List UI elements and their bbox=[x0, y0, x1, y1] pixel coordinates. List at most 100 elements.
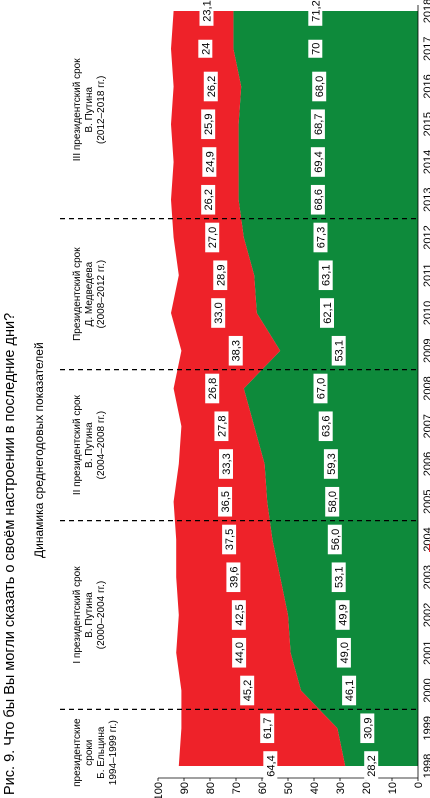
data-label-stress-text: 26,8 bbox=[207, 378, 219, 399]
data-label-stress-box bbox=[214, 411, 229, 442]
data-label-stress-box bbox=[201, 109, 216, 140]
period-label: I президентский срокВ. Путина(2000–2004 … bbox=[72, 566, 107, 664]
data-label-normal-text: 67,3 bbox=[316, 227, 328, 248]
data-label-normal-text: 46,1 bbox=[344, 680, 356, 701]
period-label-line: В. Путина bbox=[84, 592, 95, 638]
period-label: III президентский срокВ. Путина(2012–201… bbox=[72, 58, 107, 161]
data-label-normal-text: 70 bbox=[310, 43, 322, 55]
data-label-normal: 49,9 bbox=[335, 600, 350, 630]
data-label-normal: 71,2 bbox=[308, 0, 323, 26]
data-label-stress-text: 64,4 bbox=[265, 755, 277, 776]
x-tick-label: 2007 bbox=[422, 414, 430, 438]
data-label-stress: 33,0 bbox=[211, 298, 226, 328]
data-label-normal-box bbox=[313, 222, 328, 253]
data-label-normal-box bbox=[310, 109, 325, 140]
period-label-line: III президентский срок bbox=[72, 58, 83, 161]
data-label-stress: 23,1 bbox=[199, 0, 214, 26]
period-label-line: президентские bbox=[72, 718, 83, 787]
data-label-normal: 46,1 bbox=[342, 675, 357, 706]
period-label-line: В. Путина bbox=[84, 87, 95, 133]
data-label-normal: 58,0 bbox=[325, 486, 340, 517]
data-label-stress-box bbox=[232, 637, 247, 668]
data-label-normal-box bbox=[310, 184, 325, 215]
data-label-stress: 26,8 bbox=[205, 373, 220, 404]
period-label-line: Д. Медведева bbox=[84, 261, 95, 326]
data-label-normal: 67,3 bbox=[313, 222, 328, 253]
data-label-stress-text: 23,1 bbox=[201, 0, 213, 21]
data-label-stress-box bbox=[231, 600, 246, 630]
x-tick-label: 2000 bbox=[422, 678, 430, 702]
legend-label-stress: Испытываю напряжение, раздражение, страх… bbox=[428, 285, 430, 540]
data-label-stress: 42,5 bbox=[231, 600, 246, 630]
data-label-stress-box bbox=[222, 524, 237, 555]
data-label-stress-text: 42,5 bbox=[234, 604, 246, 625]
period-label-line: II президентский срок bbox=[72, 394, 83, 495]
data-label-stress-box bbox=[218, 449, 233, 479]
data-label-normal-box bbox=[323, 449, 338, 479]
y-tick-label: 100 bbox=[153, 782, 165, 798]
data-label-normal: 30,9 bbox=[360, 713, 375, 744]
x-tick-label: 2015 bbox=[422, 112, 430, 136]
period-label-line: сроки bbox=[84, 740, 95, 766]
data-label-stress-text: 38,3 bbox=[231, 340, 243, 361]
period-label: Президентский срокД. Медведева(2008–2012… bbox=[72, 247, 107, 341]
data-label-stress-text: 45,2 bbox=[242, 680, 254, 701]
data-label-normal: 62,1 bbox=[320, 298, 334, 328]
data-label-stress: 26,2 bbox=[201, 184, 216, 215]
y-tick-label: 60 bbox=[257, 782, 269, 794]
period-label-line: (2012–2018 гг.) bbox=[96, 76, 107, 144]
data-label-stress: 25,9 bbox=[201, 109, 216, 140]
chart-subtitle: Динамика среднегодовых показателей bbox=[32, 342, 46, 558]
data-label-normal-text: 63,6 bbox=[321, 416, 333, 437]
data-label-normal-text: 69,4 bbox=[313, 151, 325, 172]
data-label-normal-box bbox=[327, 524, 342, 555]
y-tick-label: 50 bbox=[283, 782, 295, 794]
data-label-stress: 27,0 bbox=[205, 222, 220, 253]
data-label-normal-text: 53,1 bbox=[334, 340, 346, 361]
chart-title: Рис. 9. Что бы Вы могли сказать о своём … bbox=[2, 313, 18, 795]
data-label-normal-box bbox=[318, 411, 333, 442]
x-tick-label: 1998 bbox=[422, 754, 430, 778]
data-label-normal-box bbox=[336, 637, 351, 668]
data-label-stress: 44,0 bbox=[232, 637, 247, 668]
period-label-line: Президентский срок bbox=[72, 247, 83, 341]
data-label-normal: 69,4 bbox=[310, 147, 325, 177]
period-label-line: (2008–2012 гг.) bbox=[96, 260, 107, 328]
data-label-normal: 63,1 bbox=[318, 260, 333, 291]
data-label-normal-box bbox=[331, 335, 346, 366]
data-label-normal-text: 67,0 bbox=[316, 378, 328, 399]
data-label-stress-box bbox=[228, 335, 243, 366]
data-label-stress: 33,3 bbox=[218, 449, 233, 479]
x-tick-label: 2001 bbox=[422, 641, 430, 665]
data-label-normal-box bbox=[342, 675, 357, 706]
x-tick-label: 2006 bbox=[422, 452, 430, 476]
data-label-stress-box bbox=[198, 39, 213, 58]
data-label-normal-box bbox=[308, 39, 323, 58]
data-label-normal: 70 bbox=[308, 39, 323, 58]
y-tick-label: 0 bbox=[413, 782, 425, 788]
period-label: II президентский срокВ. Путина(2004–2008… bbox=[72, 394, 107, 495]
x-tick-label: 2009 bbox=[422, 339, 430, 363]
data-label-stress-box bbox=[211, 298, 226, 328]
x-tick-label: 2011 bbox=[422, 263, 430, 287]
period-label-line: Б. Ельцина bbox=[96, 726, 107, 779]
data-label-stress-box bbox=[202, 147, 217, 177]
data-label-normal: 63,6 bbox=[318, 411, 333, 442]
data-label-stress-box bbox=[199, 0, 214, 26]
data-label-normal-text: 49,9 bbox=[338, 604, 350, 625]
data-label-stress-box bbox=[260, 713, 275, 744]
data-label-normal: 68,0 bbox=[312, 71, 327, 102]
y-tick-label: 80 bbox=[205, 782, 217, 794]
data-label-stress: 28,9 bbox=[213, 260, 228, 291]
x-tick-label: 2005 bbox=[422, 490, 430, 514]
data-label-stress: 37,5 bbox=[222, 524, 237, 555]
x-tick-label: 2004 bbox=[422, 527, 430, 551]
data-label-stress: 39,6 bbox=[226, 562, 241, 593]
data-label-normal-text: 68,7 bbox=[313, 114, 325, 135]
x-tick-label: 2018 bbox=[422, 0, 430, 23]
data-label-stress-text: 37,5 bbox=[224, 529, 236, 550]
data-label-normal-box bbox=[364, 751, 379, 781]
data-label-normal: 28,2 bbox=[364, 751, 379, 781]
data-label-normal-text: 59,3 bbox=[326, 453, 338, 474]
